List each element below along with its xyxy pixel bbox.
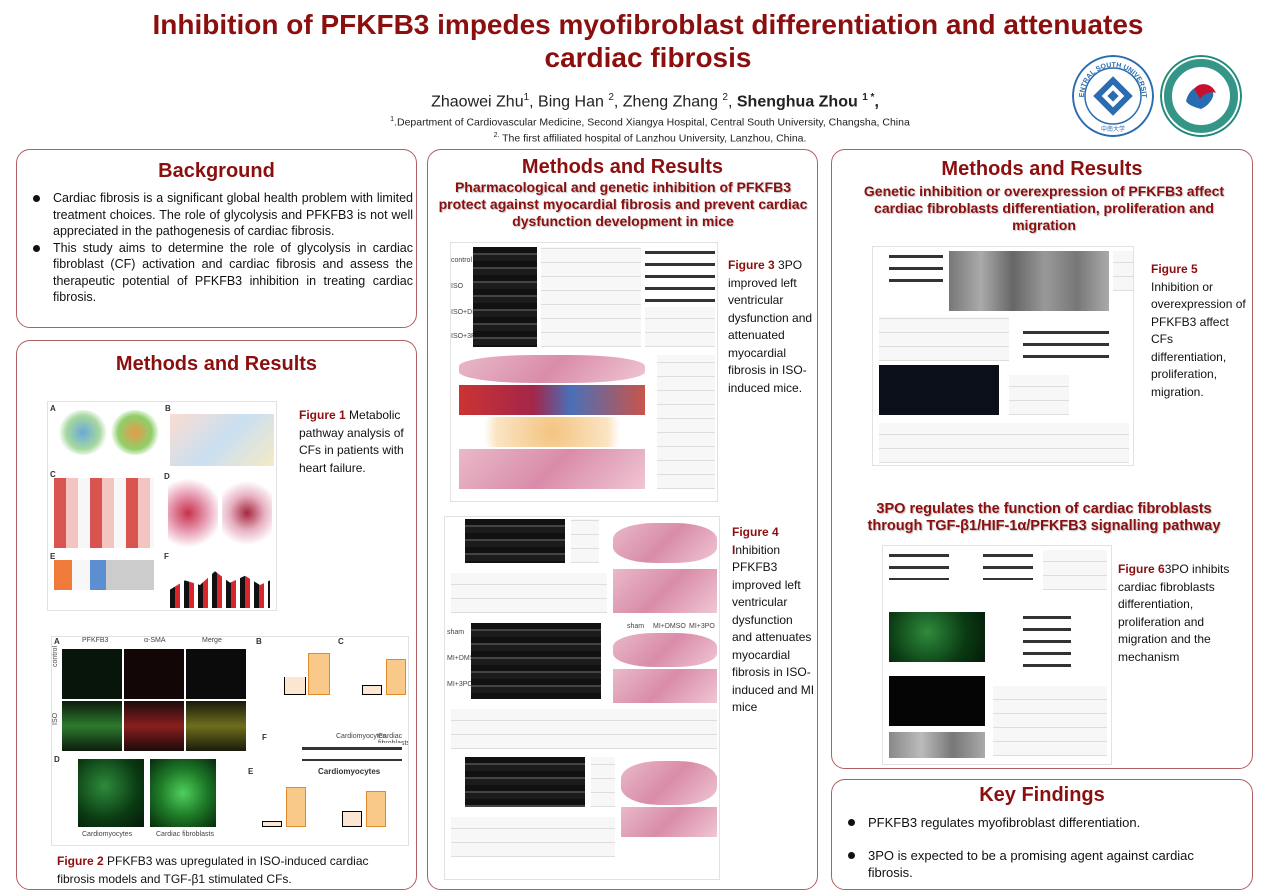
methods-results-panel-2: Methods and Results Pharmacological and …: [427, 149, 818, 890]
fig3-group-control: control: [451, 257, 473, 264]
figure-6-label: Figure 6: [1118, 562, 1165, 576]
hospital-logo-icon: [1160, 55, 1242, 137]
fig2-panel-c-label: C: [338, 637, 344, 646]
affiliation-2-num: 2.: [493, 132, 500, 139]
author-4-affil: 1 *: [862, 92, 875, 103]
key-findings-panel: Key Findings PFKFB3 regulates myofibrobl…: [831, 779, 1253, 890]
methods-results-heading-3: Methods and Results: [941, 158, 1143, 180]
methods-results-subheading-2: Pharmacological and genetic inhibition o…: [438, 179, 808, 229]
fig1-panel-f-label: F: [164, 552, 169, 561]
fig2-panel-g-placeholder: Cardiomyocytes: [318, 767, 381, 776]
affiliation-1-num: 1: [390, 116, 395, 123]
author-sep: ,: [613, 93, 623, 111]
figure-5-label: Figure 5: [1151, 262, 1198, 276]
methods-results-subheading-3a: Genetic inhibition or overexpression of …: [863, 183, 1225, 233]
fig2-row-control: control: [52, 645, 59, 667]
figure-3-label: Figure 3: [728, 258, 775, 272]
background-bullet: This study aims to determine the role of…: [27, 240, 413, 306]
author-3: Zheng Zhang: [622, 93, 718, 111]
figure-4-text: nhibition PFKFB3 improved left ventricul…: [732, 542, 815, 715]
fig4-group-mi-dmso: MI+DMSO: [447, 655, 480, 662]
methods-results-heading-2: Methods and Results: [521, 156, 724, 178]
figure-1-caption: Figure 1 Metabolic pathway analysis of C…: [299, 407, 414, 477]
affiliation-1: 1.Department of Cardiovascular Medicine,…: [300, 116, 1000, 129]
figure-4-label: Figure 4: [732, 525, 779, 539]
fig3-group-iso: ISO: [451, 283, 464, 290]
figure-1-label: Figure 1: [299, 408, 346, 422]
fig1-panel-e-label: E: [50, 552, 56, 561]
key-finding-item: 3PO is expected to be a promising agent …: [842, 847, 1242, 881]
fig4-group-sham: sham: [447, 629, 465, 636]
fig2-panel-d-label: D: [54, 755, 60, 764]
university-logo-icon: CENTRAL SOUTH UNIVERSITY 中南大学: [1072, 55, 1154, 137]
background-bullet: Cardiac fibrosis is a significant global…: [27, 190, 413, 240]
logo-csu-chinese: 中南大学: [1101, 125, 1125, 133]
fig4-group-mi-3po: MI+3PO: [447, 681, 473, 688]
fig2-row-iso: ISO: [52, 712, 59, 725]
fig2-panel-e-label: E: [248, 767, 254, 776]
fig4-m-mi-dmso: MI+DMSO: [653, 623, 686, 630]
figure-6-caption: Figure 63PO inhibits cardiac fibroblasts…: [1118, 561, 1248, 666]
fig4-m-mi-3po: MI+3PO: [689, 623, 715, 630]
fig1-panel-d-label: D: [164, 472, 170, 481]
fig2-panel-a-label: A: [54, 637, 60, 646]
figure-3-text: 3PO improved left ventricular dysfunctio…: [728, 258, 813, 395]
author-end: ,: [874, 93, 879, 111]
figure-5-caption: Figure 5 Inhibition or overexpression of…: [1151, 261, 1251, 401]
fig2-col-merge: Merge: [202, 637, 222, 644]
author-1: Zhaowei Zhu: [431, 93, 524, 111]
author-1-affil: 1: [523, 92, 530, 103]
figure-6-text: 3PO inhibits cardiac fibroblasts differe…: [1118, 562, 1230, 664]
figure-4-initial: I: [732, 542, 736, 557]
methods-results-heading-1: Methods and Results: [115, 353, 318, 375]
fig3-group-iso-3po: ISO+3PO: [451, 333, 482, 340]
figure-4-image: sham MI+DMSO MI+3PO sham MI+DMSO MI+3PO: [444, 516, 720, 880]
figure-3-caption: Figure 3 3PO improved left ventricular d…: [728, 257, 814, 397]
fig3-group-iso-dmso: ISO+DMSO: [451, 309, 489, 316]
figure-3-image: control ISO ISO+DMSO ISO+3PO: [450, 242, 718, 502]
fig1-panel-b-label: B: [165, 404, 171, 413]
methods-results-panel-1: Methods and Results A B C D E F Figure 1…: [16, 340, 417, 890]
background-heading: Background: [158, 160, 275, 182]
affiliation-2-text: The first affiliated hospital of Lanzhou…: [499, 132, 807, 145]
fig2-panel-f-label: F: [262, 733, 267, 742]
figure-1-image: A B C D E F: [47, 401, 277, 611]
background-bullets: Cardiac fibrosis is a significant global…: [27, 190, 413, 306]
author-sep: ,: [727, 93, 737, 111]
fig2-d-label-2: Cardiac fibroblasts: [156, 831, 214, 838]
figure-5-text: Inhibition or overexpression of PFKFB3 a…: [1151, 279, 1246, 399]
figure-2-text: PFKFB3 was upregulated in ISO-induced ca…: [57, 854, 369, 886]
figure-5-image: [872, 246, 1134, 466]
figure-2-caption: Figure 2 PFKFB3 was upregulated in ISO-i…: [57, 853, 397, 888]
figure-4-caption: Figure 4 Inhibition PFKFB3 improved left…: [732, 524, 816, 717]
author-sep: ,: [529, 93, 539, 111]
fig4-m-sham: sham: [627, 623, 645, 630]
poster-title: Inhibition of PFKFB3 impedes myofibrobla…: [152, 9, 1144, 73]
fig2-blot-label-1: Cardiomyocytes: [336, 733, 387, 740]
author-4: Shenghua Zhou: [736, 93, 858, 111]
key-findings-heading: Key Findings: [979, 784, 1105, 806]
fig1-panel-c-label: C: [50, 470, 56, 479]
fig1-panel-a-label: A: [50, 404, 56, 413]
background-panel: Background Cardiac fibrosis is a signifi…: [16, 149, 417, 328]
key-findings-bullets: PFKFB3 regulates myofibroblast different…: [842, 814, 1242, 895]
author-3-affil: 2: [722, 92, 728, 103]
key-finding-item: PFKFB3 regulates myofibroblast different…: [842, 814, 1242, 831]
author-2: Bing Han: [538, 93, 604, 111]
author-list: Zhaowei Zhu1, Bing Han 2, Zheng Zhang 2,…: [280, 92, 1030, 111]
fig2-panel-b-label: B: [256, 637, 262, 646]
figure-1-text: Metabolic pathway analysis of CFs in pat…: [299, 408, 404, 475]
affiliation-1-text: .Department of Cardiovascular Medicine, …: [394, 116, 910, 129]
fig2-col-pfkfb3: PFKFB3: [82, 637, 109, 644]
methods-results-panel-3: Methods and Results Genetic inhibition o…: [831, 149, 1253, 769]
methods-results-subheading-3b: 3PO regulates the function of cardiac fi…: [867, 501, 1221, 534]
figure-2-image: A PFKFB3 α-SMA Merge control ISO B C F C…: [51, 636, 409, 846]
affiliation-2: 2. The first affiliated hospital of Lanz…: [300, 132, 1000, 145]
fig2-d-label-1: Cardiomyocytes: [82, 831, 133, 838]
figure-2-label: Figure 2: [57, 854, 104, 868]
fig2-col-asma: α-SMA: [144, 637, 166, 644]
figure-6-image: [882, 545, 1112, 765]
author-2-affil: 2: [608, 92, 614, 103]
